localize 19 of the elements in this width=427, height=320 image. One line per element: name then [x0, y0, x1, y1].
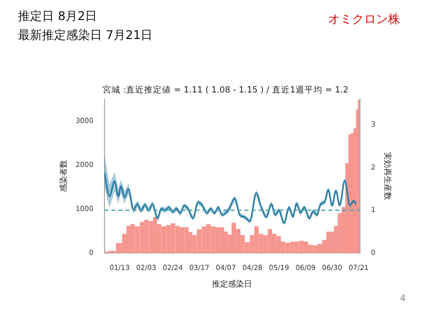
bar — [206, 224, 211, 253]
x-axis-title: 推定感染日 — [212, 279, 252, 288]
bar — [134, 226, 140, 253]
bar — [326, 232, 330, 253]
bar — [294, 242, 300, 253]
y-axis-title: 感染者数 — [58, 160, 68, 192]
bar — [170, 223, 176, 253]
y2-axis-title: 実効再生産数 — [383, 152, 392, 200]
bar — [196, 229, 202, 253]
bar — [144, 220, 149, 253]
bar — [175, 226, 180, 253]
bar — [180, 227, 184, 253]
bar — [254, 226, 259, 253]
chart-title: 宮城 :直近推定値 = 1.11 ( 1.08 - 1.15 ) / 直近1週平均 = 1.2 — [102, 84, 348, 96]
text: オミクロン株 — [328, 11, 400, 28]
line-series — [104, 171, 357, 224]
text: 推定日 8月2日 — [18, 8, 98, 25]
text: 最新推定感染日 7月21日 — [18, 27, 153, 44]
text: 4 — [400, 294, 406, 304]
